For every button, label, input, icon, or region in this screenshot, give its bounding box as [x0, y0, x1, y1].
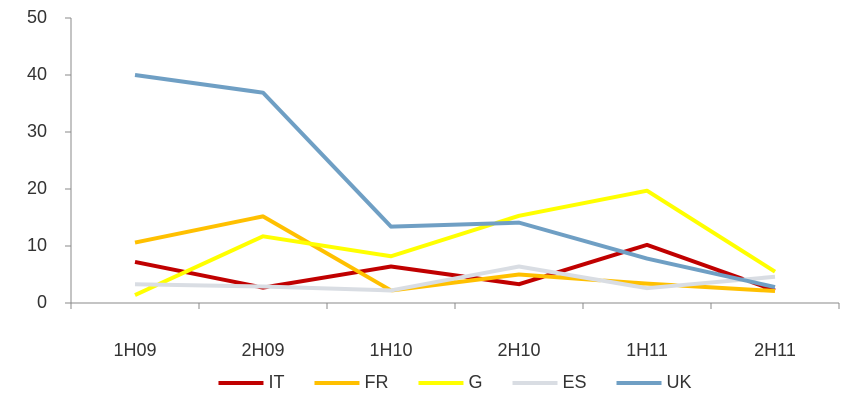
- x-tick-label: 2H11: [754, 340, 796, 360]
- legend-label: FR: [364, 372, 388, 392]
- series-line: [134, 242, 776, 293]
- series-line: [134, 188, 777, 297]
- y-tick-label: 10: [27, 235, 47, 255]
- series-line: [134, 264, 776, 293]
- legend: IT FR G ES UK: [218, 372, 692, 392]
- legend-label: IT: [268, 372, 284, 392]
- x-tick-label: 1H09: [113, 340, 156, 360]
- y-tick-label: 0: [37, 292, 47, 312]
- x-tick-label: 2H09: [241, 340, 284, 360]
- y-tick-label: 40: [27, 64, 47, 84]
- x-tick-label: 1H11: [626, 340, 668, 360]
- legend-label: UK: [667, 372, 692, 392]
- legend-label: ES: [562, 372, 586, 392]
- legend-label: G: [468, 372, 482, 392]
- series-line: [134, 73, 776, 289]
- y-tick-label: 20: [27, 178, 47, 198]
- x-tick-label: 1H10: [369, 340, 412, 360]
- x-tick-label: 2H10: [497, 340, 540, 360]
- y-tick-label: 30: [27, 121, 47, 141]
- y-tick-label: 50: [27, 7, 47, 27]
